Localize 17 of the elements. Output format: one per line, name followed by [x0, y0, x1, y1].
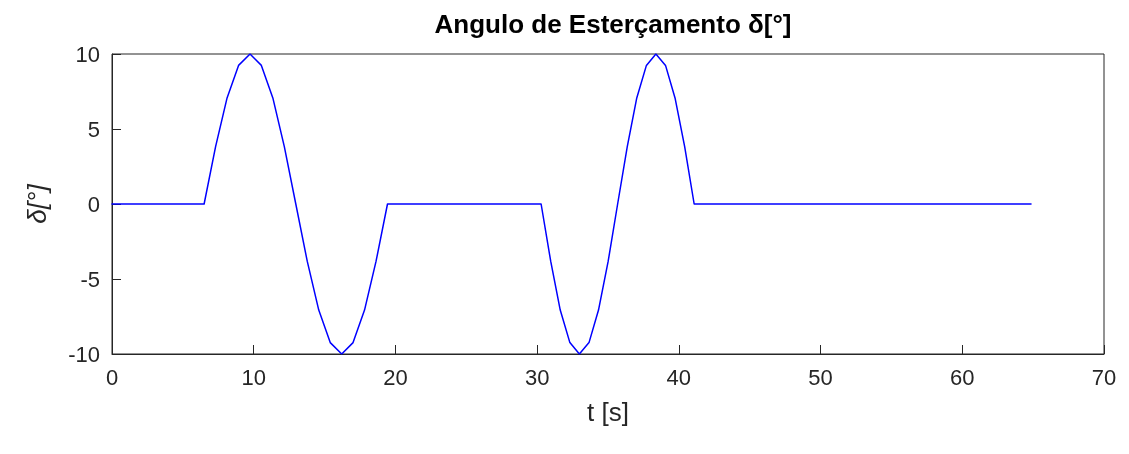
- x-tick-label: 0: [105, 364, 119, 390]
- y-tick-label: 0: [87, 191, 100, 217]
- x-tick-label: 30: [524, 364, 550, 390]
- x-tick-label: 10: [241, 364, 266, 390]
- y-tick-label: 5: [87, 116, 100, 142]
- x-tick-label: 60: [950, 364, 975, 390]
- y-axis-title: δ[°]: [22, 183, 52, 224]
- x-tick-label: 70: [1091, 364, 1117, 390]
- y-tick-label: -10: [68, 341, 100, 367]
- x-axis-title: t [s]: [587, 397, 629, 427]
- y-tick-label: -5: [80, 266, 100, 292]
- x-tick-label: 20: [383, 364, 408, 390]
- x-tick-label: 50: [808, 364, 833, 390]
- x-tick-label: 40: [666, 364, 692, 390]
- chart-title: Angulo de Esterçamento δ[°]: [434, 9, 792, 39]
- y-tick-label: 10: [75, 41, 100, 67]
- line-series: [111, 53, 1032, 355]
